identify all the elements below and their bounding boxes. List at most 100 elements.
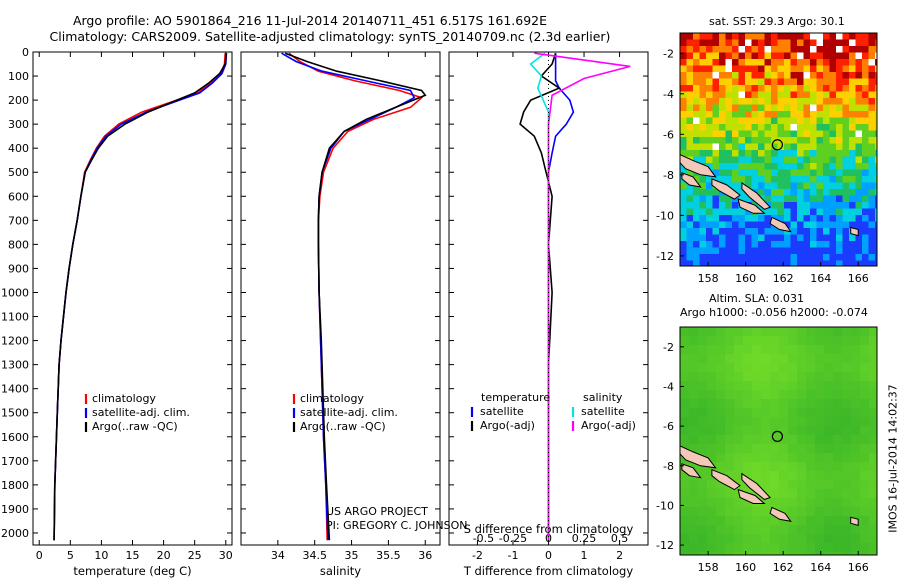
sla-cell — [698, 462, 708, 472]
sla-cell — [842, 471, 852, 481]
sst-cell — [797, 91, 804, 99]
sst-cell — [875, 169, 877, 177]
sla-cell — [716, 462, 726, 472]
sst-cell — [829, 208, 837, 216]
sst-cell — [855, 241, 863, 248]
sst-cell — [712, 72, 720, 79]
sst-cell — [849, 137, 856, 144]
sla-cell — [815, 354, 825, 364]
sst-cell — [712, 208, 720, 216]
sla-cell — [761, 381, 771, 391]
sla-cell — [725, 516, 735, 526]
sst-cell — [732, 150, 739, 157]
sst-cell — [712, 39, 720, 47]
sst-cell — [790, 137, 798, 144]
sst-cell — [862, 156, 869, 164]
sst-cell — [758, 124, 765, 131]
x-tick-label: 158 — [698, 272, 719, 285]
sst-cell — [693, 260, 700, 266]
legend-label: Argo(..raw -QC) — [92, 420, 178, 433]
sst-cell — [771, 150, 778, 157]
sst-cell — [732, 208, 739, 216]
sst-cell — [816, 247, 824, 255]
sst-cell — [862, 78, 869, 86]
sst-cell — [738, 234, 746, 242]
sst-cell — [758, 65, 765, 73]
sla-cell — [806, 498, 816, 508]
sst-cell — [706, 111, 713, 118]
sst-cell — [751, 163, 759, 170]
title-line-2: Climatology: CARS2009. Satellite-adjuste… — [49, 29, 611, 44]
x2-tick-label: -0.5 — [473, 532, 494, 545]
sst-cell — [758, 156, 765, 164]
sst-cell — [784, 143, 791, 151]
x-axis-label: temperature (deg C) — [73, 564, 191, 578]
sst-cell — [803, 130, 811, 138]
sst-cell — [836, 39, 843, 47]
sst-cell — [706, 46, 713, 53]
sla-cell — [689, 516, 699, 526]
sla-cell — [761, 453, 771, 463]
sst-cell — [686, 59, 694, 66]
sla-cell — [815, 552, 825, 555]
sla-cell — [761, 552, 771, 555]
sst-cell — [686, 208, 694, 216]
sla-cell — [752, 471, 762, 481]
map-cells — [680, 327, 877, 555]
sla-cell — [743, 390, 753, 400]
y-tick-label: -4 — [663, 88, 674, 101]
sst-cell — [706, 91, 713, 99]
sst-cell — [686, 52, 694, 60]
sst-cell — [771, 241, 778, 248]
sst-cell — [751, 215, 759, 222]
y-tick-label: 1700 — [1, 455, 29, 468]
sla-cell — [842, 498, 852, 508]
sla-cell — [806, 471, 816, 481]
sst-cell — [849, 208, 856, 216]
sst-cell — [790, 33, 798, 40]
x-tick-label: 1 — [581, 549, 588, 562]
sst-cell — [680, 189, 687, 196]
sla-cell — [779, 489, 789, 499]
sst-cell — [719, 202, 726, 209]
legend-header: temperature — [481, 391, 550, 404]
sst-cell — [764, 182, 772, 190]
sst-cell — [816, 111, 824, 118]
sst-cell — [738, 78, 746, 86]
sst-cell — [784, 260, 791, 266]
sla-cell — [833, 354, 843, 364]
sla-cell — [860, 507, 870, 517]
sst-cell — [725, 169, 733, 177]
sla-cell — [761, 444, 771, 454]
sst-cell — [797, 156, 804, 164]
sst-cell — [745, 241, 752, 248]
sst-cell — [771, 247, 778, 255]
sst-cell — [745, 130, 752, 138]
sst-cell — [810, 241, 817, 248]
sst-cell — [719, 247, 726, 255]
sst-cell — [784, 176, 791, 183]
sst-cell — [686, 46, 694, 53]
y-tick-label: 900 — [8, 262, 29, 275]
sla-cell — [779, 453, 789, 463]
sst-cell — [842, 150, 850, 157]
sst-cell — [823, 130, 830, 138]
sla-cell — [743, 444, 753, 454]
sla-cell — [851, 390, 861, 400]
sla-cell — [770, 408, 780, 418]
sst-cell — [771, 65, 778, 73]
sst-cell — [732, 91, 739, 99]
island — [711, 468, 741, 491]
sla-cell — [716, 552, 726, 555]
sst-cell — [693, 130, 700, 138]
sst-cell — [862, 215, 869, 222]
sst-cell — [829, 228, 837, 235]
sst-cell — [868, 202, 876, 209]
sst-cell — [712, 137, 720, 144]
y-tick-label: -6 — [663, 128, 674, 141]
sst-cell — [784, 215, 791, 222]
sla-cell — [797, 462, 807, 472]
sst-cell — [790, 208, 798, 216]
sla-cell — [680, 399, 690, 409]
sst-cell — [784, 52, 791, 60]
